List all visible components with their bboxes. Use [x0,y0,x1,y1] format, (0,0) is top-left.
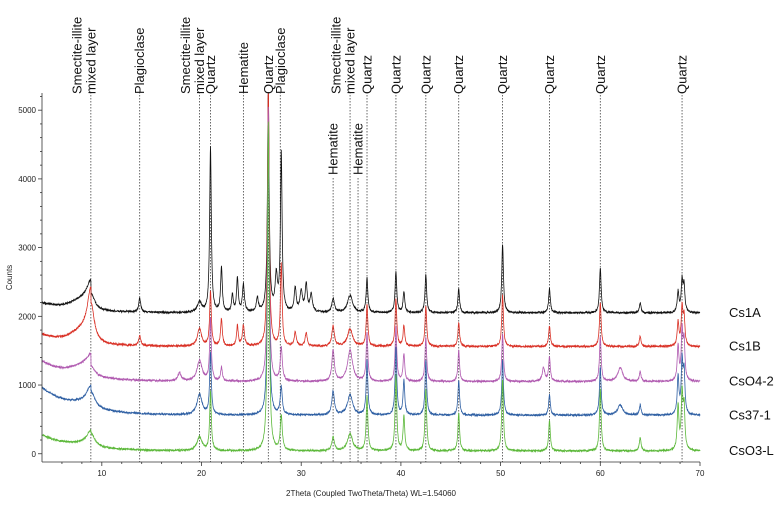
series-line-cs37-1 [41,133,701,418]
series-line-cs1b [41,92,701,349]
x-tick-label: 60 [596,469,605,478]
mineral-label: Smectite-illite [69,17,84,94]
y-axis-title: Counts [5,265,14,290]
mineral-label: Quartz [418,55,433,94]
series-label: Cs1B [729,339,761,354]
axes [41,93,700,463]
reference-lines [90,92,683,462]
x-tick-label: 30 [297,469,306,478]
x-tick-label: 20 [197,469,206,478]
mineral-label: Quartz [495,55,510,94]
y-tick-label: 4000 [18,175,36,184]
mineral-label: Quartz [203,55,218,94]
y-tick-label: 1000 [18,381,36,390]
series-line-cso4-2 [41,106,701,384]
mineral-label: Hematite [236,42,251,94]
mineral-label: mixed layer [192,27,207,94]
y-tick-label: 0 [32,450,37,459]
ticks: 10 20 30 40 50 60 70 0 1000 2000 3000 4000 5000 [18,96,705,478]
series-label: CsO4-2 [729,374,774,389]
mineral-label: Quartz [360,55,375,94]
series-label: Cs1A [729,305,761,320]
mineral-label: Plagioclase [273,28,288,95]
mineral-label: mixed layer [343,27,358,94]
y-tick-label: 5000 [18,106,36,115]
mineral-label: Quartz [451,55,466,94]
mineral-label: Quartz [542,55,557,94]
mineral-label: Hematite [326,123,341,175]
mineral-label: Quartz [675,55,690,94]
x-tick-label: 10 [97,469,106,478]
mineral-label: Quartz [593,55,608,94]
x-tick-label: 40 [396,469,405,478]
labels: Smectite-illite mixed layer Plagioclase Sme… [69,17,773,458]
series-line-cs1a [41,92,701,316]
y-tick-label: 2000 [18,312,36,321]
mineral-label: Quartz [388,55,403,94]
series-label: CsO3-L [729,443,774,458]
y-tick-label: 3000 [18,244,36,253]
series-line-cso3-l [41,121,701,454]
x-axis-title: 2Theta (Coupled TwoTheta/Theta) WL=1.540… [286,489,457,498]
mineral-label: Plagioclase [132,28,147,95]
mineral-label: Quartz [261,55,276,94]
x-tick-label: 70 [696,469,705,478]
mineral-label: Smectite-illite [178,17,193,94]
series-traces [41,92,701,454]
series-label: Cs37-1 [729,407,771,422]
mineral-label: Smectite-illite [329,17,344,94]
mineral-label: mixed layer [83,27,98,94]
mineral-label: Hematite [351,123,366,175]
x-tick-label: 50 [496,469,505,478]
